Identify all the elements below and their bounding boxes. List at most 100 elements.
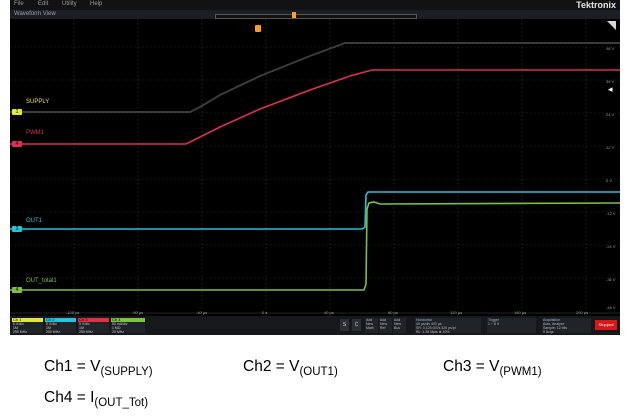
waveform-grid: ◂ SUPPLY 1 PWM1 4 OUT1 3 OUT_total1 4 48…: [10, 19, 620, 316]
add-ref-line3: Ref: [380, 326, 386, 330]
graticule: [10, 19, 620, 316]
acquisition-count: 0 Acqs: [543, 330, 554, 334]
label-out-total: OUT_total1: [26, 278, 57, 284]
caption-ch3-sub: (PWM1): [499, 366, 542, 379]
brand-logo: Tektronix: [576, 0, 616, 10]
menu-file[interactable]: File: [14, 1, 24, 7]
trace-supply: [10, 42, 620, 113]
menu-help[interactable]: Help: [90, 1, 103, 7]
scale-label: -12 V: [606, 211, 616, 216]
caption-ch2-text: Ch2 = V: [243, 358, 300, 375]
ch2-settings[interactable]: Ch 2 5 V/div 1M 250 MHz: [45, 318, 76, 334]
time-label: 40 µs: [324, 310, 334, 315]
caption-ch2-sub: (OUT1): [299, 366, 338, 379]
run-stop-button[interactable]: Stopped: [595, 320, 617, 330]
time-label: 0 s: [262, 310, 268, 315]
add-ref-line2: New: [380, 322, 388, 326]
add-bus-line3: Bus: [394, 326, 401, 330]
horizontal-settings[interactable]: Horizontal 40 µs/div 400 µs SR: 3.125 GS…: [415, 318, 481, 334]
caption-ch4-text: Ch4 = I: [44, 389, 95, 406]
view-title: Waveform View: [14, 11, 56, 17]
add-ref-button[interactable]: Add New Ref: [379, 318, 392, 333]
panel-button-c[interactable]: C: [352, 319, 361, 331]
badge-supply[interactable]: 1: [12, 109, 22, 115]
scale-label: 24 V: [606, 112, 615, 117]
trace-out-total: [10, 201, 620, 291]
add-bus-line1: Add: [394, 318, 401, 322]
ch3-settings[interactable]: Ch 3 5 V/div 1M 250 MHz: [78, 318, 109, 334]
ch4-impedance: 1 MΩ: [112, 326, 121, 330]
collapse-corner-icon[interactable]: [607, 21, 616, 30]
time-label: -120 µs: [66, 310, 80, 315]
horizontal-scale: 40 µs/div 400 µs: [416, 322, 442, 326]
ch1-header: Ch 1: [12, 318, 43, 322]
panel-button-s[interactable]: S: [340, 319, 349, 331]
trigger-settings[interactable]: Trigger 1 ⌐ 8 V: [487, 318, 536, 333]
caption-ch1-sub: (SUPPLY): [100, 366, 153, 379]
caption-ch1-text: Ch1 = V: [44, 358, 101, 375]
scale-label: -48 V: [606, 305, 616, 310]
caption-ch2: Ch2 = V(OUT1): [243, 358, 338, 378]
time-label: 200 µs: [576, 310, 589, 315]
acquisition-mode: Auto, Analyze: [543, 322, 565, 326]
ch4-bandwidth: 20 MHz: [112, 330, 125, 334]
menu-utility[interactable]: Utility: [62, 1, 77, 7]
ch1-settings[interactable]: Ch 1 5 V/div 1M 250 MHz: [12, 318, 43, 334]
caption-ch3: Ch3 = V(PWM1): [443, 358, 542, 378]
acquisition-title: Acquisition: [543, 318, 560, 322]
add-ref-line1: Add: [380, 318, 387, 322]
scale-label: -24 V: [606, 244, 616, 249]
trigger-level: 1 ⌐ 8 V: [488, 322, 500, 326]
label-supply: SUPPLY: [26, 99, 50, 105]
ch2-bandwidth: 250 MHz: [46, 330, 61, 334]
acquisition-settings[interactable]: Acquisition Auto, Analyze Sample: 12 bit…: [542, 318, 591, 334]
caption-ch1: Ch1 = V(SUPPLY): [44, 358, 153, 378]
trigger-position-marker[interactable]: [255, 25, 261, 32]
ch1-scale: 5 V/div: [13, 322, 24, 326]
oscilloscope-screen: File Edit Utility Help Tektronix Wavefor…: [10, 0, 620, 335]
add-bus-line2: New: [394, 322, 402, 326]
ch3-impedance: 1M: [79, 326, 84, 330]
add-math-line2: New: [366, 322, 374, 326]
add-math-line3: Math: [366, 326, 374, 330]
caption-ch4-sub: (OUT_Tot): [94, 397, 149, 410]
record-overview[interactable]: [215, 14, 417, 19]
horizontal-record-length: RL: 1.25 Mpts ⊕ 40%: [416, 330, 450, 334]
scale-label: -36 V: [606, 277, 616, 282]
label-out1: OUT1: [26, 218, 43, 224]
ch4-header: Ch 4: [111, 318, 145, 322]
time-label: 80 µs: [388, 310, 398, 315]
scale-label: 12 V: [606, 145, 615, 150]
record-window-marker[interactable]: [292, 12, 296, 18]
ch3-bandwidth: 250 MHz: [79, 330, 94, 334]
menu-bar: File Edit Utility Help Tektronix: [10, 0, 620, 10]
time-label: -40 µs: [196, 310, 208, 315]
trigger-level-arrow-icon[interactable]: ◂: [608, 84, 613, 94]
add-math-button[interactable]: Add New Math: [365, 318, 378, 333]
control-panel: Ch 1 5 V/div 1M 250 MHz Ch 2 5 V/div 1M …: [10, 316, 620, 335]
ch2-impedance: 1M: [46, 326, 51, 330]
ch3-header: Ch 3: [78, 318, 109, 322]
badge-pwm1[interactable]: 4: [12, 141, 22, 147]
scale-label: 36 V: [606, 79, 615, 84]
ch2-scale: 5 V/div: [46, 322, 57, 326]
add-bus-button[interactable]: Add New Bus: [393, 318, 406, 333]
scale-label: 48 V: [606, 46, 615, 51]
menu-edit[interactable]: Edit: [38, 1, 49, 7]
caption-ch4: Ch4 = I(OUT_Tot): [44, 389, 148, 409]
time-label: -80 µs: [132, 310, 144, 315]
horizontal-sample-rate: SR: 3.125 GS/s 320 ps/pt: [416, 326, 456, 330]
trigger-title: Trigger: [488, 318, 499, 322]
ch3-scale: 5 V/div: [79, 322, 90, 326]
badge-out-total[interactable]: 4: [12, 287, 22, 293]
ch4-settings[interactable]: Ch 4 50 mA/div 1 MΩ 20 MHz: [111, 318, 145, 334]
horizontal-title: Horizontal: [416, 318, 432, 322]
ch1-impedance: 1M: [13, 326, 18, 330]
badge-out1[interactable]: 3: [12, 226, 22, 232]
time-label: 160 µs: [514, 310, 527, 315]
label-pwm1: PWM1: [26, 130, 44, 136]
ch2-header: Ch 2: [45, 318, 76, 322]
scale-label: 0 V: [606, 178, 613, 183]
caption-ch3-text: Ch3 = V: [443, 358, 500, 375]
trace-out1: [10, 191, 620, 230]
